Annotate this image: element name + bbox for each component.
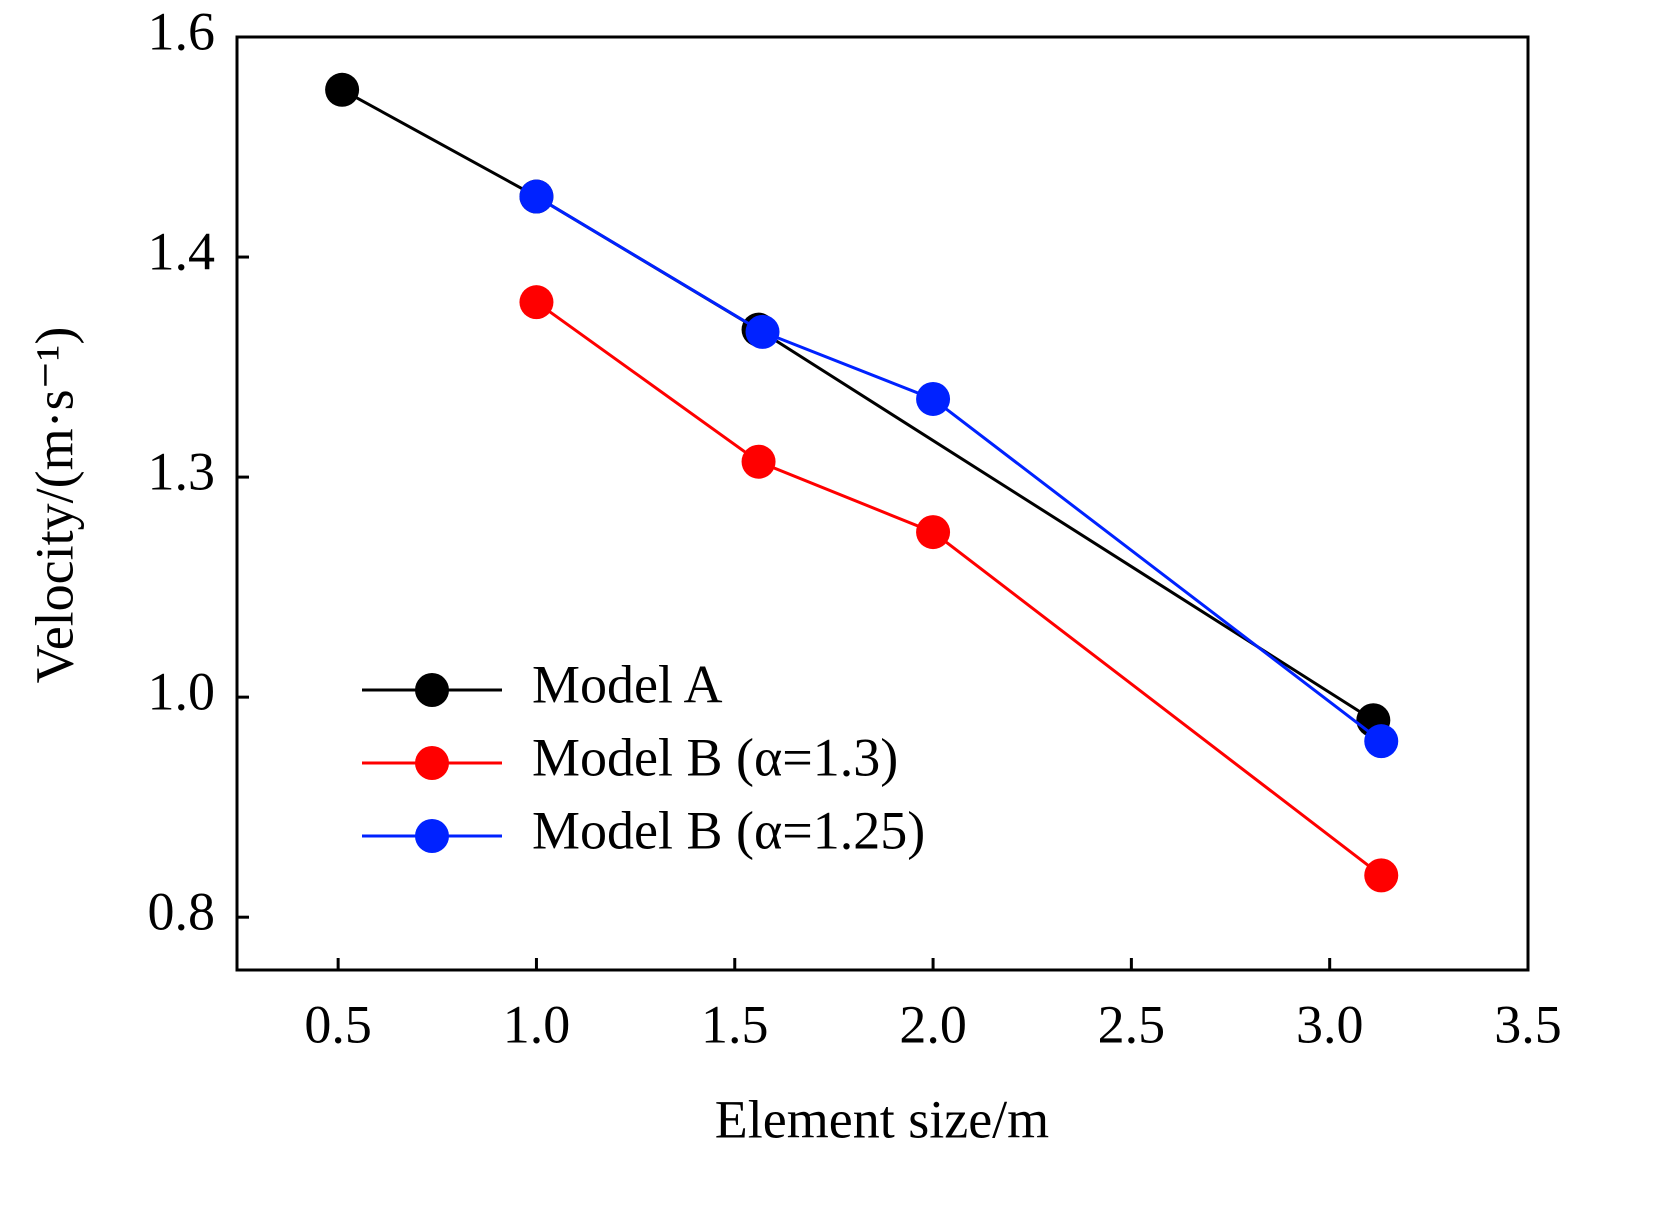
data-point: [916, 381, 951, 416]
y-tick-label: 1.0: [148, 662, 216, 722]
data-point: [1364, 724, 1399, 759]
legend-label: Model A: [532, 654, 723, 714]
data-point: [519, 179, 554, 214]
x-axis-label: Element size/m: [715, 1089, 1049, 1149]
data-point: [1364, 858, 1399, 893]
y-tick-label: 1.4: [148, 221, 216, 281]
x-tick-label: 3.0: [1296, 994, 1364, 1054]
plot-frame: [235, 35, 1530, 972]
series-line: [341, 88, 1375, 722]
y-tick-label: 0.8: [148, 882, 216, 942]
x-tick-label: 0.5: [304, 994, 372, 1054]
data-point: [745, 314, 780, 349]
y-axis-label: Velocity/(m·s⁻¹): [24, 327, 84, 684]
data-point: [325, 72, 360, 107]
data-point: [519, 285, 554, 320]
y-tick-label: 1.3: [148, 441, 216, 501]
legend-label: Model B (α=1.25): [532, 800, 925, 860]
data-point: [741, 444, 776, 479]
series-line: [535, 195, 1383, 743]
legend-label: Model B (α=1.3): [532, 727, 898, 787]
x-tick-label: 3.5: [1494, 994, 1562, 1054]
legend-marker: [415, 746, 449, 780]
x-tick-label: 1.0: [503, 994, 571, 1054]
x-tick-label: 2.5: [1098, 994, 1166, 1054]
x-tick-label: 1.5: [701, 994, 769, 1054]
legend-marker: [415, 819, 449, 853]
x-tick-label: 2.0: [899, 994, 967, 1054]
series-line: [535, 300, 1383, 877]
data-point: [916, 515, 951, 550]
y-tick-label: 1.6: [148, 1, 216, 61]
legend-marker: [415, 673, 449, 707]
